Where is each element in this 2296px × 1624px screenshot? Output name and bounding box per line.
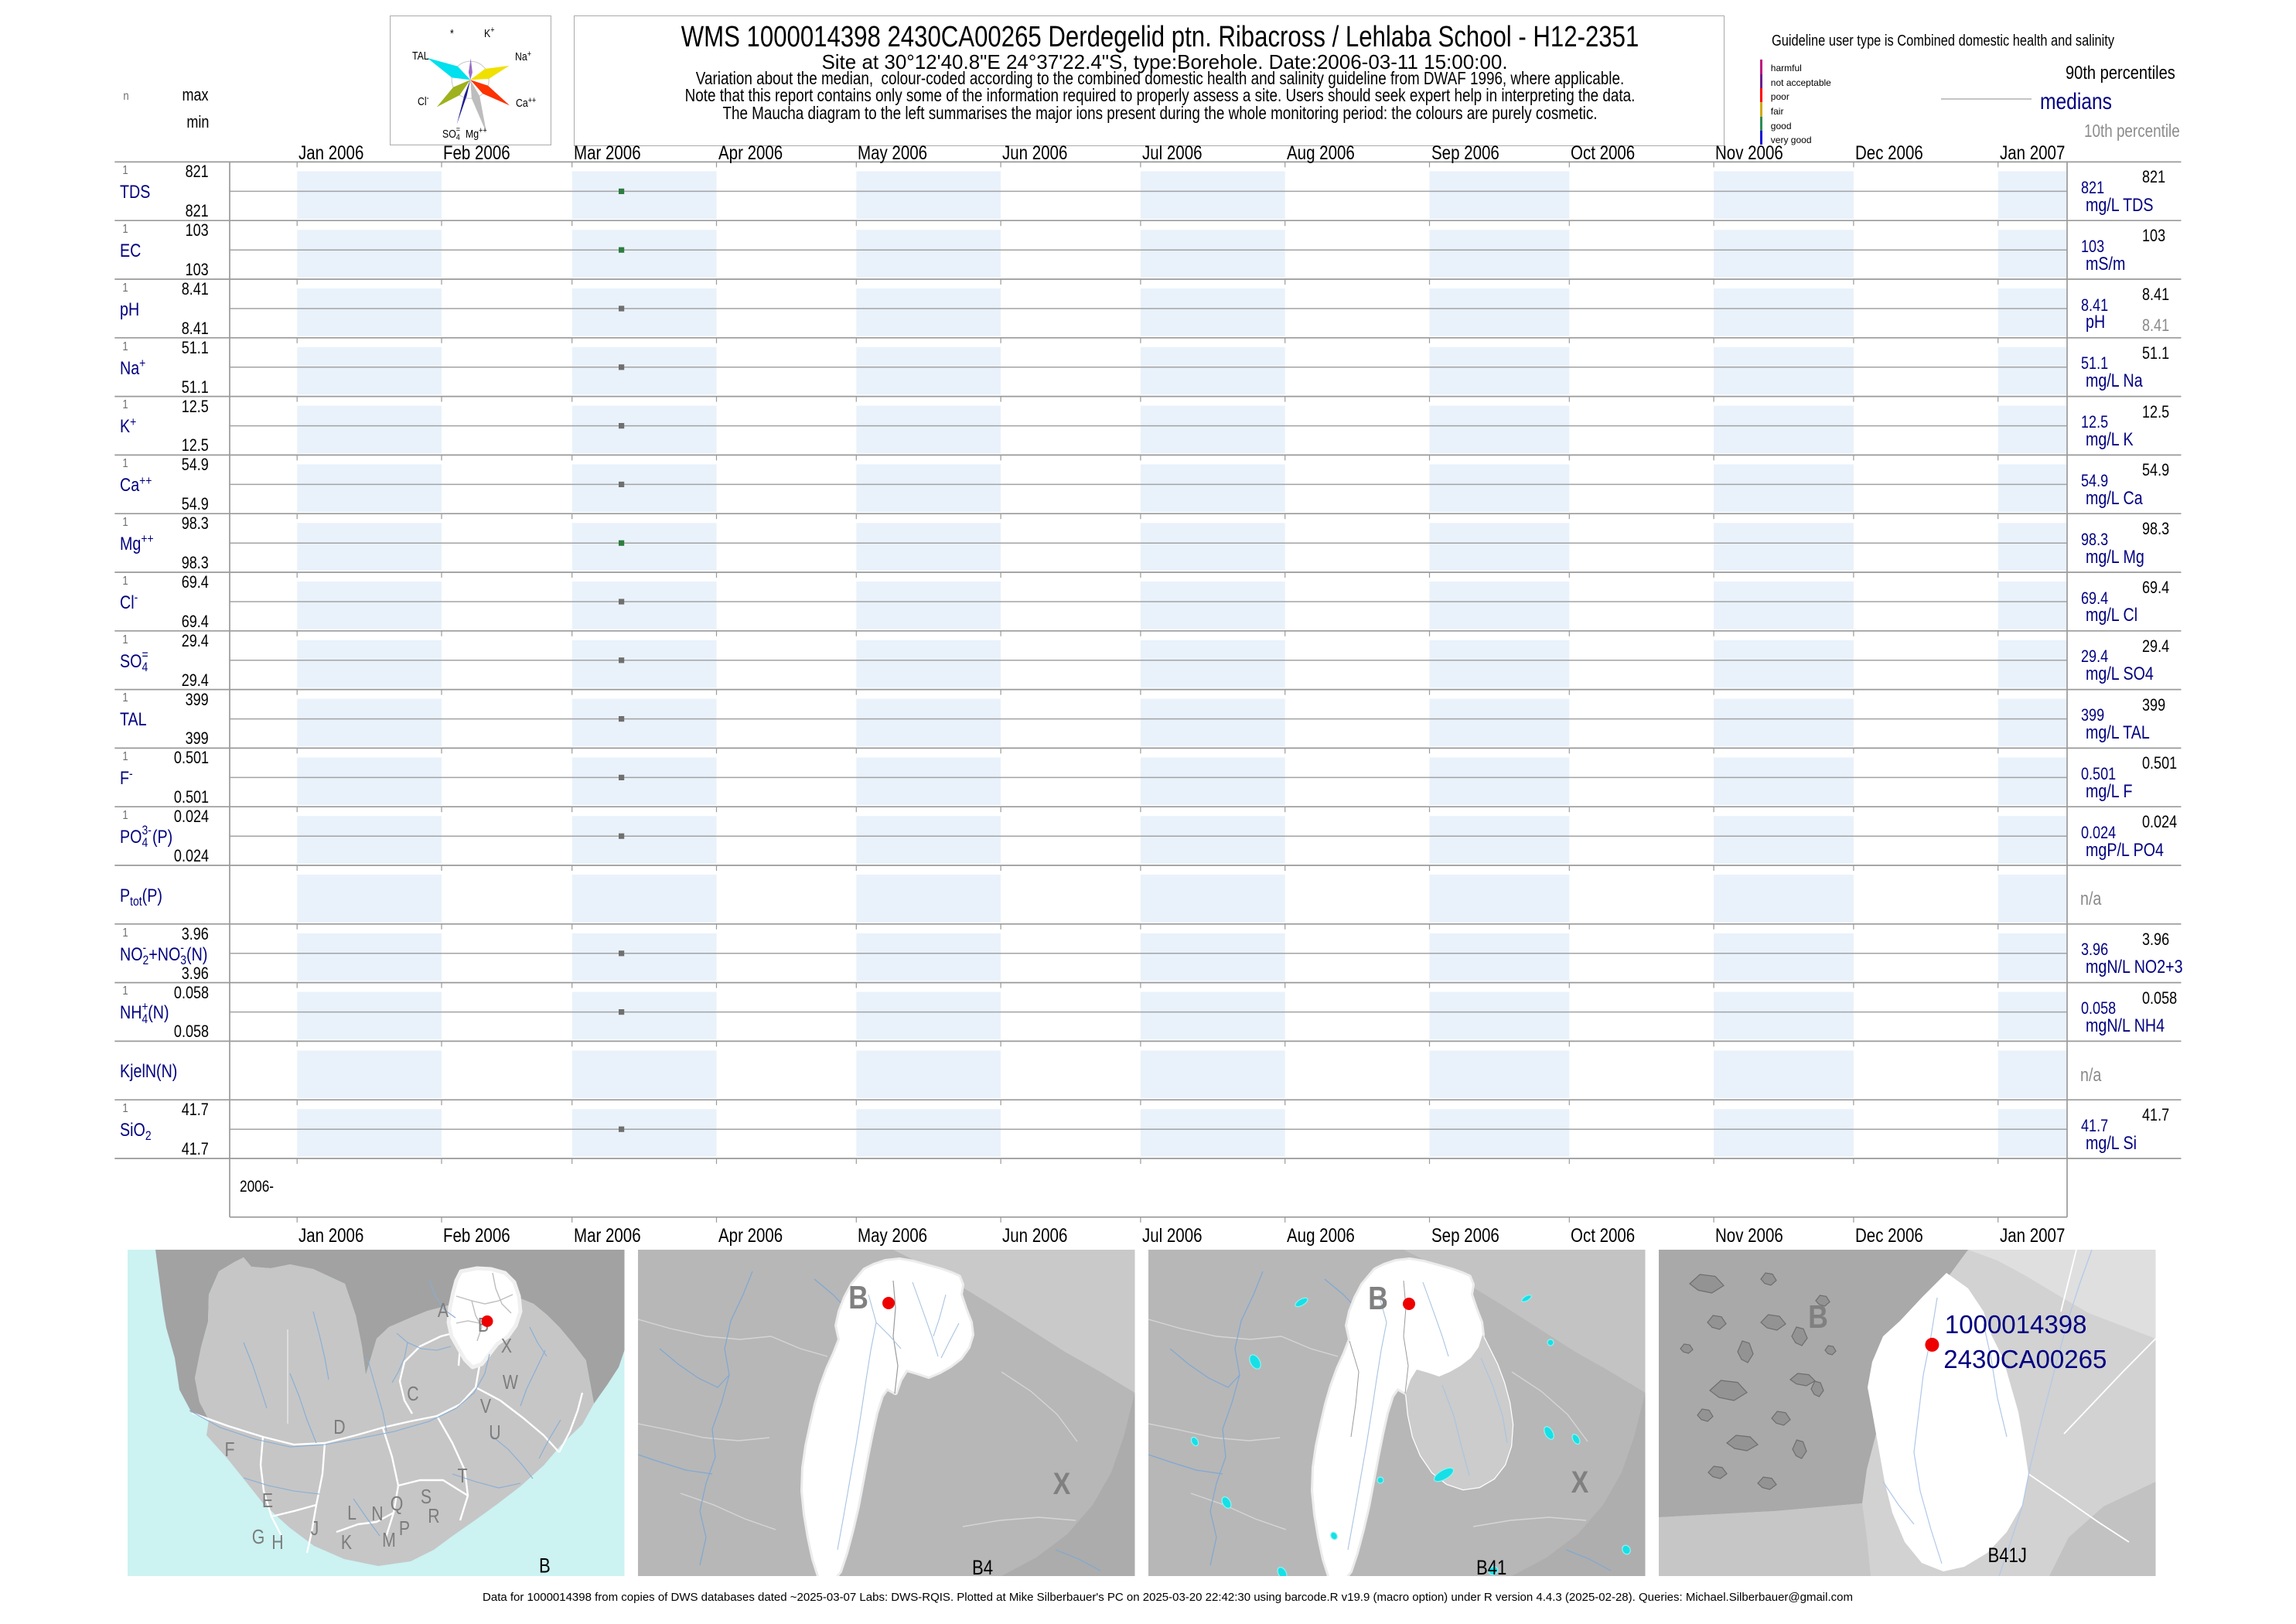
svg-text:T: T [457, 1465, 467, 1488]
svg-text:H: H [271, 1531, 283, 1554]
svg-text:X: X [1571, 1464, 1589, 1499]
svg-text:V: V [480, 1395, 491, 1418]
svg-text:S: S [421, 1486, 432, 1509]
svg-text:B: B [848, 1280, 868, 1315]
svg-text:G: G [252, 1526, 265, 1549]
svg-text:F: F [224, 1438, 234, 1462]
svg-text:B4: B4 [972, 1557, 993, 1576]
svg-text:W: W [503, 1371, 519, 1394]
svg-text:M: M [382, 1529, 396, 1552]
svg-text:B: B [539, 1555, 551, 1576]
svg-text:X: X [1053, 1465, 1071, 1500]
svg-text:J: J [311, 1517, 319, 1540]
svg-text:X: X [501, 1335, 512, 1358]
svg-text:N: N [371, 1503, 383, 1526]
svg-text:D: D [333, 1416, 345, 1439]
svg-text:B: B [1808, 1299, 1828, 1335]
svg-text:R: R [428, 1505, 439, 1528]
svg-text:U: U [489, 1421, 500, 1445]
svg-text:E: E [262, 1489, 273, 1513]
svg-text:B: B [1368, 1281, 1388, 1316]
svg-text:A: A [438, 1299, 449, 1322]
svg-text:B41: B41 [1476, 1557, 1506, 1576]
svg-text:Q: Q [391, 1493, 404, 1516]
svg-text:B41J: B41J [1988, 1544, 2027, 1568]
svg-text:C: C [407, 1383, 418, 1406]
svg-text:K: K [341, 1531, 352, 1554]
svg-text:P: P [399, 1517, 410, 1540]
svg-text:L: L [347, 1502, 357, 1525]
